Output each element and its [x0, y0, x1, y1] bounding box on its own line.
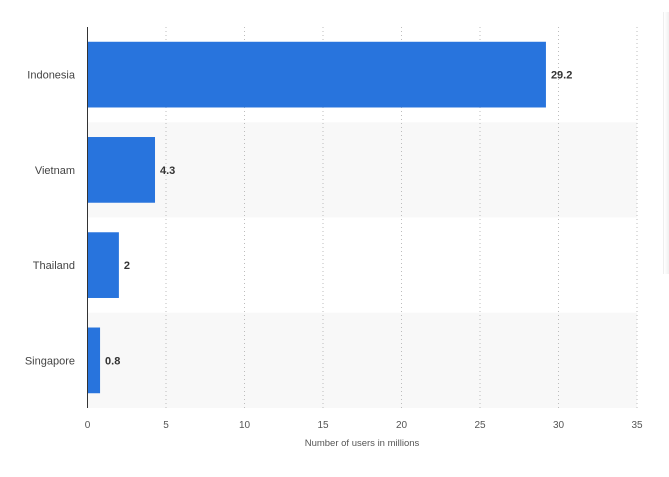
- bar-vietnam[interactable]: [88, 137, 156, 203]
- band-1: [87, 122, 637, 218]
- bar-thailand[interactable]: [88, 232, 119, 298]
- category-label-thailand: Thailand: [33, 260, 75, 272]
- x-tick-label: 35: [631, 420, 643, 431]
- x-tick-label: 20: [396, 420, 408, 431]
- x-tick-label: 15: [317, 420, 329, 431]
- band-3: [87, 312, 637, 408]
- value-label-singapore: 0.8: [105, 355, 120, 367]
- category-labels: Indonesia Vietnam Thailand Singapore: [25, 70, 76, 368]
- x-tick-labels: 0 5 10 15 20 25 30 35: [85, 420, 643, 431]
- bar-indonesia[interactable]: [88, 41, 546, 108]
- x-tick-label: 5: [163, 420, 169, 431]
- bars: [88, 41, 546, 394]
- bar-singapore[interactable]: [88, 327, 101, 394]
- x-tick-label: 25: [474, 420, 486, 431]
- x-axis-title: Number of users in millions: [305, 438, 420, 449]
- x-tick-label: 30: [553, 420, 565, 431]
- category-label-vietnam: Vietnam: [35, 165, 75, 177]
- value-label-indonesia: 29.2: [551, 70, 572, 82]
- value-labels: 29.2 4.3 2 0.8: [105, 70, 572, 368]
- value-label-vietnam: 4.3: [160, 165, 175, 177]
- panel-edge: [663, 12, 669, 274]
- x-tick-label: 10: [239, 420, 251, 431]
- category-bands: [87, 122, 637, 408]
- category-label-singapore: Singapore: [25, 355, 75, 367]
- category-label-indonesia: Indonesia: [27, 70, 76, 82]
- x-tick-label: 0: [85, 420, 91, 431]
- value-label-thailand: 2: [124, 260, 130, 272]
